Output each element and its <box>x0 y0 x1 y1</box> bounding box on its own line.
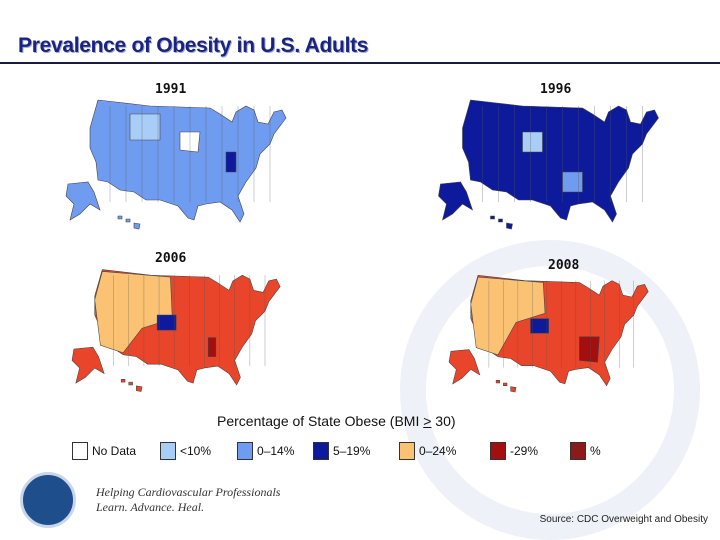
legend-label: % <box>590 444 601 458</box>
us-map-1991 <box>65 99 287 230</box>
map-year-label: 2006 <box>155 251 187 266</box>
legend-swatch <box>72 442 88 460</box>
hawaii-shape <box>120 379 143 392</box>
legend-label: 0–24% <box>419 444 457 458</box>
legend-item: 5–19% <box>313 441 370 461</box>
legend-item: 0–14% <box>237 441 294 461</box>
map-year-label: 1996 <box>540 82 572 97</box>
legend-swatch <box>490 442 506 460</box>
legend-label: 5–19% <box>333 444 371 458</box>
state-region <box>470 276 546 356</box>
map-year-label: 2008 <box>548 258 580 273</box>
contiguous-us-shape <box>462 99 659 223</box>
legend-label: -29% <box>510 444 539 458</box>
legend-item: % <box>570 441 601 461</box>
legend-label: 0–14% <box>257 444 295 458</box>
us-map-2006 <box>71 269 281 392</box>
hawaii-shape <box>490 215 513 230</box>
legend-item: No Data <box>72 441 136 461</box>
alaska-shape <box>65 181 101 221</box>
state-region <box>522 131 543 153</box>
legend-title-text: Percentage of State Obese (BMI <box>217 413 424 429</box>
legend-label: <10% <box>180 444 212 458</box>
state-region <box>562 171 583 193</box>
title-divider <box>0 62 720 64</box>
hawaii-shape <box>117 215 141 230</box>
state-region <box>129 113 161 141</box>
alaska-shape <box>448 349 481 385</box>
state-region <box>207 337 217 357</box>
state-region <box>94 271 173 354</box>
legend-swatch <box>160 442 176 460</box>
slide-title: Prevalence of Obesity in U.S. Adults <box>18 34 369 57</box>
state-region <box>156 314 177 331</box>
legend-label: No Data <box>92 444 137 458</box>
legend-item: <10% <box>160 441 211 461</box>
legend-item: -29% <box>490 441 538 461</box>
legend-title: Percentage of State Obese (BMI > 30) <box>217 413 456 429</box>
tagline-motto: Learn. Advance. Heal. <box>96 500 205 514</box>
acc-logo <box>20 472 76 528</box>
state-region <box>579 336 600 363</box>
contiguous-us-shape <box>89 99 287 223</box>
state-region <box>225 151 237 173</box>
hawaii-shape <box>495 379 517 393</box>
legend-title-text: 30) <box>431 413 456 429</box>
tagline: Helping Cardiovascular Professionals <box>96 485 281 499</box>
state-region <box>530 318 549 334</box>
alaska-shape <box>71 346 105 384</box>
alaska-shape <box>438 181 474 221</box>
map-year-label: 1991 <box>155 82 187 97</box>
us-map-1996 <box>438 99 659 230</box>
legend-swatch <box>570 442 586 460</box>
legend-swatch <box>313 442 329 460</box>
legend-swatch <box>399 442 415 460</box>
source-note: Source: CDC Overweight and Obesity <box>539 514 708 525</box>
legend-title-symbol: > <box>423 413 432 429</box>
legend-swatch <box>237 442 253 460</box>
us-map-2008 <box>448 274 649 393</box>
legend-item: 0–24% <box>399 441 456 461</box>
